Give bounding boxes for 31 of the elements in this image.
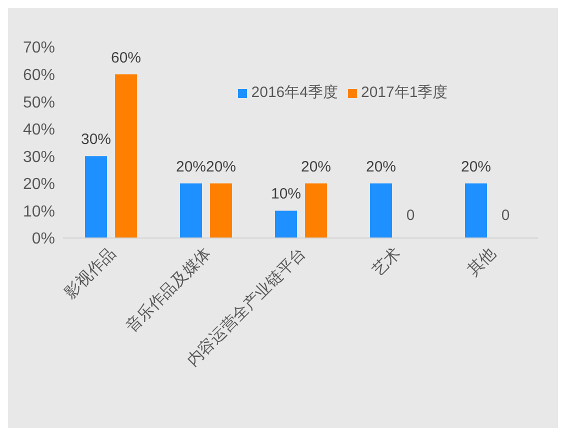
data-label: 30% [80, 131, 112, 148]
legend-label: 2017年1季度 [361, 84, 448, 101]
data-label: 60% [110, 49, 142, 66]
bar [370, 183, 392, 238]
y-tick-label: 0% [32, 230, 55, 248]
bar [275, 210, 297, 238]
bar [180, 183, 202, 238]
bar [465, 183, 487, 238]
bar [210, 183, 232, 238]
y-tick-label: 40% [22, 122, 55, 139]
data-label: 0 [406, 207, 415, 224]
y-tick-label: 70% [22, 40, 55, 57]
bar [115, 74, 137, 238]
data-label: 20% [366, 158, 396, 176]
data-label: 20% [460, 158, 492, 176]
x-tick-label: 其他 [464, 244, 500, 280]
y-tick-label: 10% [22, 203, 55, 220]
data-label: 10% [270, 186, 302, 203]
x-tick-label: 艺术 [368, 244, 404, 280]
data-label: 20% [206, 158, 236, 176]
bar [85, 156, 107, 238]
x-tick-label: 影视作品 [61, 244, 120, 302]
y-tick-label: 60% [22, 66, 55, 84]
y-tick-label: 50% [22, 94, 55, 112]
data-label: 0 [501, 207, 510, 224]
data-label: 20% [176, 158, 206, 176]
bar [305, 183, 327, 238]
y-tick-label: 20% [22, 176, 55, 194]
legend-label: 2016年4季度 [251, 84, 338, 101]
y-tick-label: 30% [22, 148, 55, 166]
data-label: 20% [300, 158, 332, 176]
